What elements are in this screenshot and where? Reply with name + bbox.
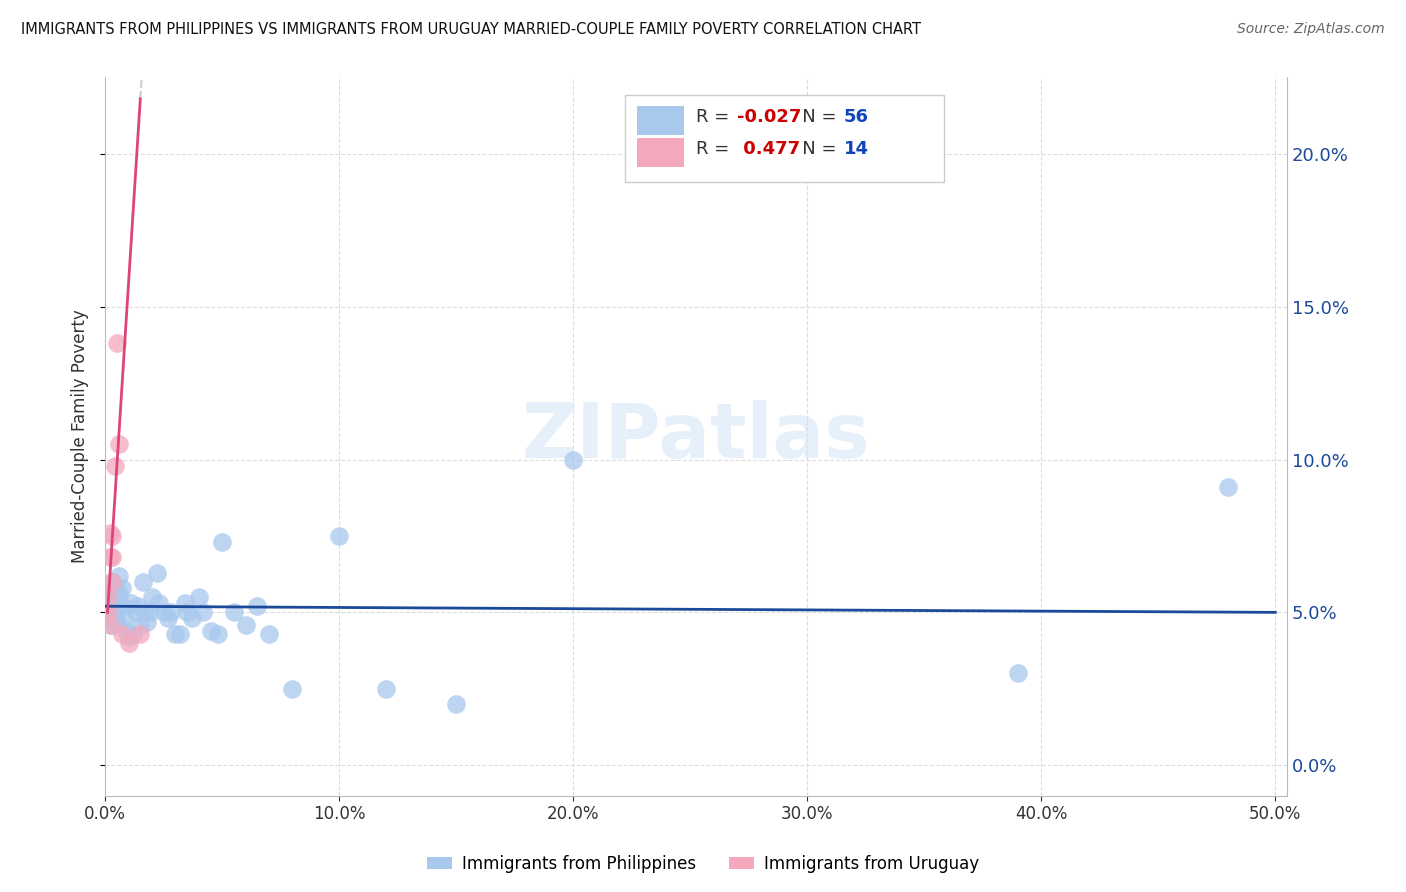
Point	[180, 611, 202, 625]
Text: R =: R =	[696, 140, 735, 158]
Point	[187, 590, 209, 604]
Point	[131, 574, 153, 589]
Text: Source: ZipAtlas.com: Source: ZipAtlas.com	[1237, 22, 1385, 37]
Point	[103, 458, 125, 473]
Text: 0.477: 0.477	[737, 140, 800, 158]
Point	[200, 624, 222, 638]
Point	[108, 568, 131, 582]
Point	[98, 550, 121, 565]
Point	[257, 626, 280, 640]
Point	[134, 605, 156, 619]
Point	[1007, 666, 1029, 681]
Point	[129, 626, 152, 640]
Point	[169, 626, 191, 640]
Point	[176, 605, 198, 619]
Point	[328, 529, 350, 543]
Point	[122, 626, 145, 640]
Point	[101, 617, 124, 632]
Point	[110, 626, 132, 640]
Point	[105, 590, 128, 604]
Point	[173, 596, 195, 610]
Point	[117, 630, 139, 644]
Text: 14: 14	[844, 140, 869, 158]
Point	[98, 617, 121, 632]
Point	[96, 608, 118, 623]
Point	[105, 336, 128, 351]
Point	[1218, 480, 1240, 494]
Point	[101, 574, 124, 589]
Point	[165, 626, 187, 640]
Point	[127, 599, 149, 614]
Point	[105, 615, 128, 629]
Point	[375, 681, 398, 696]
Point	[136, 615, 159, 629]
Point	[129, 617, 152, 632]
Point	[105, 605, 128, 619]
Text: IMMIGRANTS FROM PHILIPPINES VS IMMIGRANTS FROM URUGUAY MARRIED-COUPLE FAMILY POV: IMMIGRANTS FROM PHILIPPINES VS IMMIGRANT…	[21, 22, 921, 37]
Point	[101, 529, 124, 543]
Point	[124, 605, 146, 619]
Point	[108, 587, 131, 601]
Point	[96, 605, 118, 619]
Point	[211, 535, 233, 549]
Y-axis label: Married-Couple Family Poverty: Married-Couple Family Poverty	[72, 310, 89, 564]
Point	[141, 590, 163, 604]
Point	[120, 596, 142, 610]
Text: ZIPatlas: ZIPatlas	[522, 400, 870, 474]
Point	[112, 611, 135, 625]
Point	[281, 681, 304, 696]
Point	[108, 437, 131, 451]
Point	[157, 611, 180, 625]
Point	[152, 605, 174, 619]
Point	[101, 590, 124, 604]
Text: 56: 56	[844, 108, 869, 126]
Point	[207, 626, 229, 640]
Point	[98, 525, 121, 540]
Text: R =: R =	[696, 108, 735, 126]
Point	[148, 596, 170, 610]
Point	[117, 636, 139, 650]
Point	[110, 581, 132, 595]
Point	[222, 605, 245, 619]
Point	[98, 599, 121, 614]
Point	[98, 605, 121, 619]
Bar	[637, 106, 685, 135]
Point	[193, 605, 215, 619]
Text: -0.027: -0.027	[737, 108, 801, 126]
Point	[159, 605, 181, 619]
Point	[103, 581, 125, 595]
Point	[246, 599, 269, 614]
Point	[115, 624, 138, 638]
Point	[101, 605, 124, 619]
Point	[444, 697, 467, 711]
Text: N =: N =	[785, 108, 842, 126]
Legend: Immigrants from Philippines, Immigrants from Uruguay: Immigrants from Philippines, Immigrants …	[420, 848, 986, 880]
Point	[138, 605, 160, 619]
Point	[96, 593, 118, 607]
Point	[145, 566, 167, 580]
Point	[101, 574, 124, 589]
Point	[103, 611, 125, 625]
Text: N =: N =	[785, 140, 842, 158]
Point	[562, 452, 585, 467]
Point	[110, 599, 132, 614]
Point	[96, 590, 118, 604]
Bar	[626, 95, 945, 182]
Bar	[637, 138, 685, 167]
Point	[235, 617, 257, 632]
Point	[101, 550, 124, 565]
